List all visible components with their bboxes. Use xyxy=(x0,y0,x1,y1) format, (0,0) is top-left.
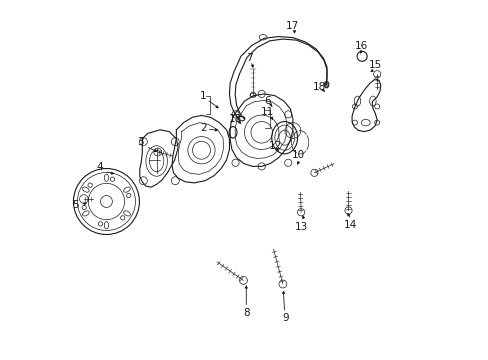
Text: 18: 18 xyxy=(312,82,326,92)
Text: 17: 17 xyxy=(285,21,299,31)
Text: 7: 7 xyxy=(246,53,253,63)
Text: 6: 6 xyxy=(264,96,270,106)
Text: 9: 9 xyxy=(282,313,288,323)
Text: 8: 8 xyxy=(243,308,249,318)
Text: 15: 15 xyxy=(368,60,381,70)
Text: 1: 1 xyxy=(200,91,206,101)
Text: 13: 13 xyxy=(295,222,308,231)
Text: 12: 12 xyxy=(268,141,281,151)
Text: 16: 16 xyxy=(354,41,367,50)
Text: 3: 3 xyxy=(137,138,143,147)
Text: 11: 11 xyxy=(261,107,274,117)
Text: 2: 2 xyxy=(200,123,206,133)
Text: 10: 10 xyxy=(291,150,304,160)
Text: 5: 5 xyxy=(73,200,79,210)
Text: 4: 4 xyxy=(96,162,102,172)
Text: 14: 14 xyxy=(343,220,356,230)
Text: 18: 18 xyxy=(228,114,242,124)
